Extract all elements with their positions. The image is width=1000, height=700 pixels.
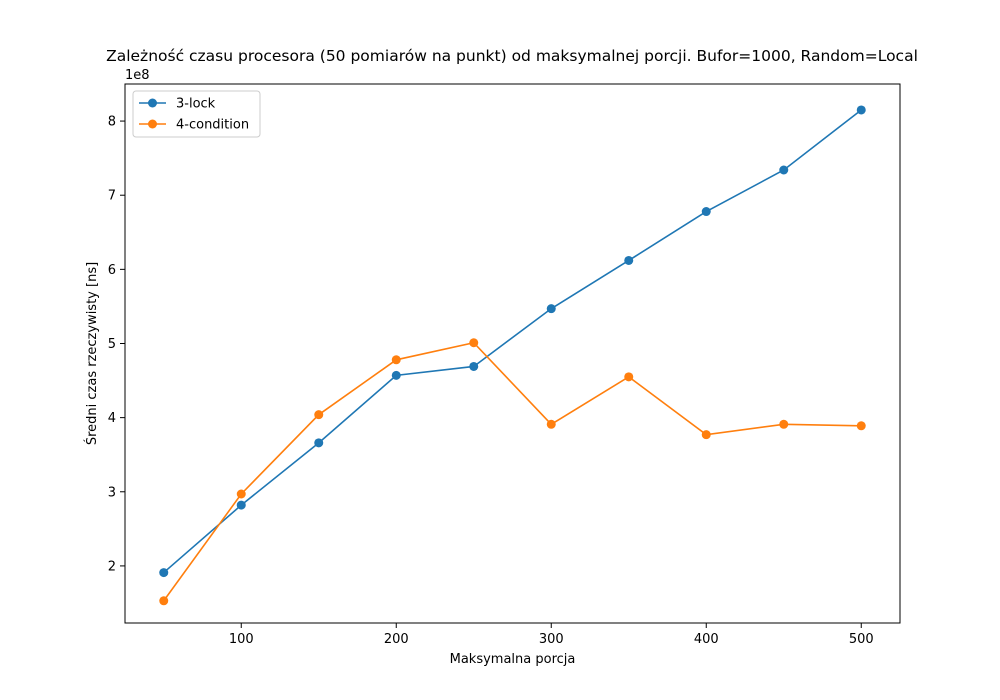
data-point-4-condition: [469, 338, 479, 348]
data-point-4-condition: [159, 596, 169, 606]
y-axis-label: Średni czas rzeczywisty [ns]: [84, 262, 100, 445]
data-point-3-lock: [469, 361, 479, 371]
y-tick-label: 2: [108, 559, 116, 574]
legend-label-3-lock: 3-lock: [176, 97, 216, 112]
y-tick-label: 3: [108, 485, 116, 500]
series-line-4-condition: [163, 341, 862, 602]
data-point-3-lock: [624, 255, 634, 265]
data-point-4-condition: [701, 430, 711, 440]
x-tick-label: 500: [849, 632, 874, 647]
data-point-4-condition: [546, 419, 556, 429]
x-axis-ticks: 100 200 300 400 500: [229, 623, 874, 647]
x-tick-label: 200: [384, 632, 409, 647]
data-point-3-lock: [779, 165, 789, 175]
data-point-4-condition: [391, 355, 401, 365]
y-tick-label: 8: [108, 115, 116, 130]
data-point-3-lock: [391, 370, 401, 380]
y-tick-label: 6: [108, 263, 116, 278]
data-point-4-condition: [236, 489, 246, 499]
y-tick-label: 4: [108, 411, 116, 426]
data-point-4-condition: [624, 372, 634, 382]
series-layer: [159, 105, 866, 606]
legend-marker-4-condition: [148, 119, 157, 129]
x-tick-label: 400: [694, 632, 719, 647]
x-tick-label: 300: [539, 632, 564, 647]
data-point-3-lock: [856, 105, 866, 115]
data-point-3-lock: [546, 304, 556, 314]
plot-area: [124, 83, 901, 624]
data-point-3-lock: [236, 500, 246, 510]
data-point-3-lock: [159, 568, 169, 578]
legend-label-4-condition: 4-condition: [176, 118, 249, 133]
x-tick-label: 100: [229, 632, 254, 647]
y-tick-label: 5: [108, 337, 116, 352]
legend: 3-lock 4-condition: [132, 90, 261, 138]
legend-marker-3-lock: [148, 98, 157, 108]
data-point-4-condition: [856, 421, 866, 431]
series-3-lock: [159, 105, 866, 578]
data-point-4-condition: [779, 419, 789, 429]
series-4-condition: [159, 338, 866, 606]
y-tick-label: 7: [108, 189, 116, 204]
x-axis-label: Maksymalna porcja: [450, 652, 576, 667]
data-point-4-condition: [314, 410, 324, 420]
y-axis-offset-label: 1e8: [125, 68, 150, 83]
series-line-3-lock: [163, 109, 862, 574]
data-point-3-lock: [314, 438, 324, 448]
chart-title: Zależność czasu procesora (50 pomiarów n…: [106, 47, 918, 65]
data-point-3-lock: [701, 207, 711, 217]
y-axis-ticks: 2 3 4 5 6 7 8: [108, 115, 125, 574]
